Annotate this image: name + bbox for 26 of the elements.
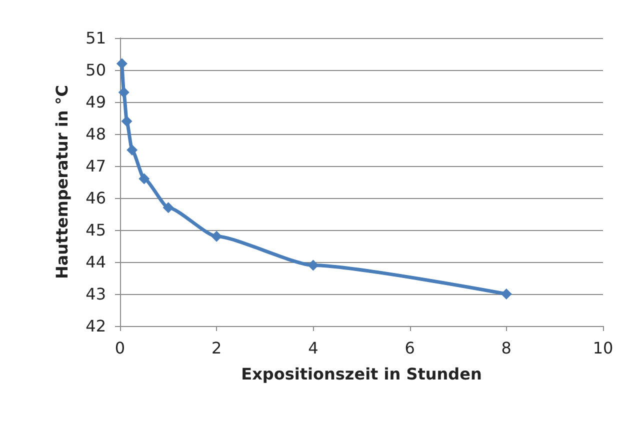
x-axis-title: Expositionszeit in Stunden — [241, 364, 482, 384]
point — [211, 230, 222, 242]
x-tick-label: 6 — [404, 338, 415, 358]
x-tick-label: 2 — [212, 338, 222, 358]
y-tick-label: 50 — [86, 60, 106, 80]
y-tick-label: 48 — [86, 124, 106, 144]
y-tick-label: 44 — [86, 252, 106, 272]
x-tick-label: 0 — [114, 338, 126, 358]
y-tick-label: 45 — [86, 220, 106, 240]
point — [500, 288, 512, 300]
x-tick-label: 10 — [592, 338, 614, 358]
y-tick-label: 42 — [86, 316, 106, 336]
y-tick-label: 51 — [86, 28, 106, 48]
point — [162, 202, 174, 214]
point — [308, 260, 319, 271]
y-axis-title: Hauttemperatur in °C — [52, 84, 72, 280]
y-tick-label: 46 — [86, 188, 106, 208]
y-tick-label: 43 — [86, 284, 106, 304]
point — [138, 173, 150, 184]
x-tick-label: 4 — [308, 338, 318, 358]
y-tick-label: 49 — [86, 92, 106, 112]
point — [121, 116, 132, 127]
x-tick-label: 8 — [501, 338, 512, 358]
y-tick-label: 47 — [86, 156, 106, 176]
point — [118, 86, 130, 98]
point — [126, 144, 138, 156]
